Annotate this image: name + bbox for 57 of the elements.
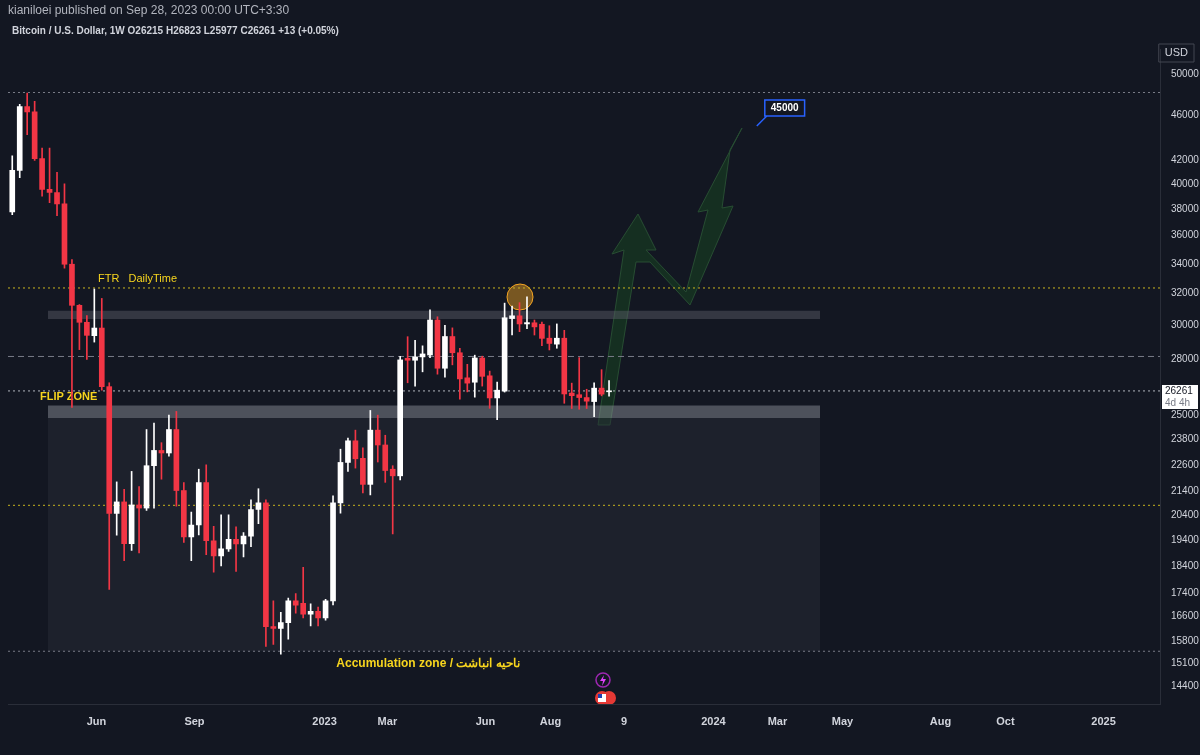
y-tick-label: 32000 bbox=[1171, 287, 1200, 299]
y-tick-label: 50000 bbox=[1171, 67, 1200, 79]
y-tick-label: 34000 bbox=[1171, 257, 1200, 269]
candlestick bbox=[188, 511, 195, 562]
x-tick-label: Mar bbox=[767, 715, 788, 728]
candlestick bbox=[24, 92, 31, 135]
y-tick-label: 25000 bbox=[1171, 408, 1200, 420]
x-tick-label: Aug bbox=[929, 715, 952, 728]
candlestick bbox=[606, 380, 612, 397]
y-tick-label: 46000 bbox=[1171, 108, 1200, 120]
y-tick-label: 14400 bbox=[1171, 680, 1200, 692]
x-tick-label: 2023 bbox=[312, 715, 337, 728]
x-tick-label: 9 bbox=[620, 715, 628, 728]
y-tick-label: 15800 bbox=[1171, 634, 1200, 646]
x-tick-label: Oct bbox=[996, 715, 1015, 728]
x-tick-label: Mar bbox=[377, 715, 398, 728]
y-tick-label: 36000 bbox=[1171, 229, 1200, 241]
candlestick bbox=[233, 526, 239, 572]
y-tick-label: 28000 bbox=[1171, 353, 1200, 365]
y-tick-label: 40000 bbox=[1171, 177, 1200, 189]
y-tick-label: 19400 bbox=[1171, 533, 1200, 545]
y-tick-label: 18400 bbox=[1171, 559, 1200, 571]
y-tick-label: 30000 bbox=[1171, 319, 1200, 331]
annotation: 45000 bbox=[770, 101, 800, 113]
x-tick-label: Jun bbox=[475, 715, 496, 728]
x-tick-label: Aug bbox=[539, 715, 562, 728]
band-label: Accumulation zone / ناحیه انباشت bbox=[336, 655, 520, 670]
text: 26261 bbox=[1165, 384, 1194, 396]
candlestick bbox=[509, 305, 515, 336]
x-tick-label: May bbox=[831, 715, 855, 728]
x-tick-label: 2024 bbox=[701, 715, 727, 728]
candlestick bbox=[494, 381, 500, 421]
candlestick bbox=[151, 422, 157, 509]
y-tick-label: 22600 bbox=[1171, 458, 1200, 470]
y-tick-label: 16600 bbox=[1171, 610, 1200, 622]
y-tick-label: 42000 bbox=[1171, 153, 1200, 165]
candlestick bbox=[91, 288, 98, 343]
x-tick-label: Jun bbox=[86, 715, 107, 728]
y-tick-label: 15100 bbox=[1171, 657, 1200, 669]
chart-title: Bitcoin / U.S. Dollar, 1W O26215 H26823 L25977 C26261 +13 (+0.05%) bbox=[12, 25, 339, 36]
ref-line-label: FTR DailyTime bbox=[98, 271, 178, 284]
y-tick-label: 23800 bbox=[1171, 433, 1200, 445]
text: USD bbox=[1164, 46, 1189, 59]
candlestick bbox=[412, 339, 418, 387]
text: 4d 4h bbox=[1165, 396, 1191, 408]
y-tick-label: 21400 bbox=[1171, 485, 1200, 497]
y-tick-label: 20400 bbox=[1171, 508, 1200, 520]
x-tick-label: 2025 bbox=[1091, 715, 1116, 728]
candlestick bbox=[218, 514, 224, 567]
chart-subtitle: kianiloei published on Sep 28, 2023 00:00 UTC+3:30 bbox=[8, 3, 290, 17]
candlestick bbox=[524, 296, 530, 330]
y-tick-label: 38000 bbox=[1171, 202, 1200, 214]
candlestick bbox=[554, 323, 560, 349]
candlestick bbox=[113, 481, 120, 536]
candlestick bbox=[389, 465, 396, 535]
y-tick-label: 17400 bbox=[1171, 587, 1200, 599]
x-tick-label: Sep bbox=[184, 715, 205, 728]
